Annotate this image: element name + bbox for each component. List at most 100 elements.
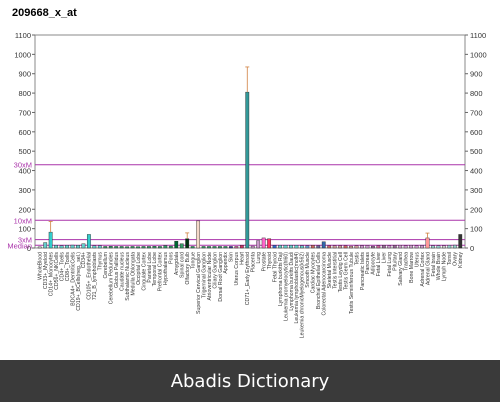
y-tick-label-left: 300 (18, 186, 31, 195)
bar (81, 243, 86, 249)
x-tick-label: Adrenal Cortex (420, 252, 426, 287)
bar (272, 245, 277, 249)
x-tick-label: Dorsal Root Ganglion (218, 252, 224, 302)
x-tick-label: CD4+_Tcells (59, 252, 65, 282)
x-tick-label: Hypothalamus (163, 252, 169, 286)
bar (92, 245, 97, 249)
x-tick-label: Cingulate Cortex (141, 252, 147, 291)
x-tick-label: Amygdala (174, 252, 180, 275)
bar (267, 238, 272, 249)
x-tick-label: Salivary Gland (398, 252, 404, 286)
bar (157, 246, 162, 249)
bar (174, 241, 179, 249)
x-tick-label: Fetal Lung (387, 252, 393, 277)
bar (436, 245, 441, 249)
y-tick-label-right: 1100 (470, 31, 486, 40)
bar (76, 245, 80, 249)
x-tick-label: Appendix (223, 252, 229, 274)
x-tick-label: Subthalamic Nucleus (125, 252, 131, 301)
bar (152, 246, 157, 249)
bar (398, 245, 403, 249)
bar (403, 245, 408, 249)
bar (278, 245, 282, 249)
x-tick-label: Trachea (403, 252, 409, 271)
x-tick-label: Uterus (414, 252, 420, 268)
x-tick-label: Smooth Muscle (305, 252, 311, 288)
bar (245, 91, 250, 249)
bar (420, 245, 424, 249)
bar (381, 245, 386, 249)
bar (43, 242, 48, 249)
x-tick-label: Lung (256, 252, 262, 264)
bar (119, 246, 124, 249)
bar (59, 245, 64, 249)
y-tick-label-left: 800 (18, 89, 31, 98)
x-tick-label: Fetal Liver (376, 252, 382, 276)
x-tick-label: Globus Pallidus (114, 252, 120, 288)
y-tick-label-left: 1100 (15, 31, 31, 40)
x-tick-label: Spinal cord (180, 252, 186, 278)
x-tick-label: Parietal Lobe (147, 252, 153, 283)
x-tick-label: Atrioventricular Node (207, 252, 213, 301)
y-tick-label-right: 1000 (470, 50, 487, 59)
x-tick-label: Leukemia chronicMyelogenous(k562) (300, 252, 306, 338)
y-tick-label-left: 900 (18, 70, 31, 79)
bar (409, 245, 414, 249)
bar (65, 245, 69, 249)
bar (431, 245, 435, 249)
x-tick-label: Leukemia lymphoblastic(molt4) (294, 252, 300, 324)
x-tick-label: CD8+_Tcells (65, 252, 71, 282)
bar (327, 245, 332, 249)
x-tick-label: CD105+_Endothelial (87, 252, 93, 300)
bar (425, 237, 430, 249)
y-tick-label-right: 500 (470, 147, 483, 156)
bar (360, 245, 364, 249)
bar (212, 246, 217, 249)
bar (190, 246, 195, 249)
bar (207, 246, 211, 249)
bar (256, 240, 261, 249)
footer-text: Abadis Dictionary (170, 370, 330, 392)
bar (392, 245, 397, 249)
bar (299, 245, 304, 249)
bar (130, 246, 135, 249)
bar (179, 243, 184, 249)
bar (447, 245, 452, 249)
y-tick-label-right: 200 (470, 205, 483, 214)
bar (114, 246, 119, 249)
x-tick-label: Thyroid (267, 252, 273, 269)
bar (250, 245, 255, 249)
x-tick-label: Cerebellum Peduncles (109, 252, 115, 305)
x-tick-label: Cardiac Myocytes (311, 252, 317, 294)
bar (147, 246, 151, 249)
bar (228, 246, 233, 249)
bar (163, 245, 168, 249)
x-tick-label: Skin (229, 252, 235, 262)
x-tick-label: Prefrontal Cortex (158, 252, 164, 292)
bar (294, 245, 299, 249)
bar (239, 245, 244, 249)
bar (376, 245, 381, 249)
bar (141, 246, 146, 249)
x-tick-label: Temporal Lobe (152, 252, 158, 286)
x-tick-label: Pituitary (393, 252, 399, 271)
x-tick-label: Placenta (251, 252, 257, 272)
x-tick-label: Ciliary Ganglion (212, 252, 218, 289)
bar (70, 244, 75, 249)
bar (261, 237, 266, 249)
x-tick-label: Ovary (453, 252, 459, 266)
x-tick-label: Colorectal Adenocarcinoma (322, 252, 328, 316)
x-tick-label: Lymphoma burkitts Raji (278, 252, 284, 306)
x-tick-label: Occipital Lobe (136, 252, 142, 285)
x-tick-label: Pancreatic Islets (360, 252, 366, 290)
bar (218, 246, 222, 249)
bar (414, 245, 419, 249)
bar (354, 245, 359, 249)
bar (458, 234, 463, 249)
y-tick-label-right: 300 (470, 186, 483, 195)
bar (343, 245, 348, 249)
bar (452, 244, 457, 249)
ref-line-label: Median (7, 241, 32, 250)
bar (223, 246, 228, 249)
bar (234, 246, 239, 249)
